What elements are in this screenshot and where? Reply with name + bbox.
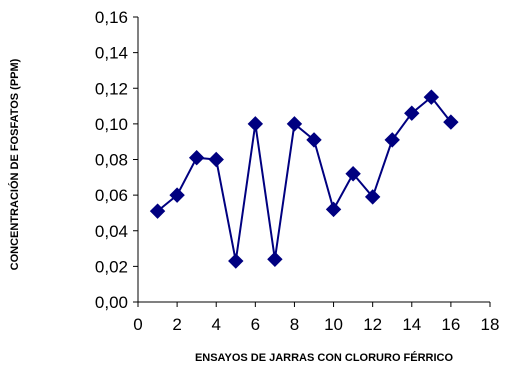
x-tick-label: 10 — [324, 315, 343, 334]
data-point-marker — [306, 132, 322, 148]
y-axis-title-group: CONCENTRACIÓN DE FOSFATOS (PPM) — [8, 58, 21, 270]
data-point-marker — [404, 105, 420, 121]
x-tick-label: 18 — [481, 315, 500, 334]
y-tick-label: 0,00 — [95, 293, 128, 312]
x-tick-label: 6 — [251, 315, 260, 334]
series-line — [156, 95, 452, 262]
data-point-marker — [188, 150, 205, 166]
data-point-marker — [345, 166, 361, 182]
x-tick-label: 8 — [290, 315, 299, 334]
data-point-marker — [286, 116, 303, 132]
y-tick-label: 0,08 — [95, 151, 128, 170]
data-point-marker — [267, 251, 283, 267]
data-point-marker — [247, 116, 264, 132]
y-tick-label: 0,10 — [95, 115, 128, 134]
data-point-marker — [325, 201, 342, 218]
x-tick-label: 4 — [211, 315, 220, 334]
x-axis-title: ENSAYOS DE JARRAS CON CLORURO FÉRRICO — [195, 351, 454, 364]
x-tick-label: 12 — [363, 315, 382, 334]
y-tick-label: 0,04 — [95, 222, 128, 241]
data-point-marker — [169, 187, 185, 203]
y-tick-label: 0,14 — [95, 44, 128, 63]
y-axis-title: CONCENTRACIÓN DE FOSFATOS (PPM) — [8, 58, 21, 270]
data-point-marker — [149, 203, 166, 219]
data-point-marker — [384, 132, 400, 148]
y-tick-label: 0,16 — [95, 8, 128, 27]
data-point-marker — [364, 189, 381, 205]
x-tick-label: 14 — [402, 315, 421, 334]
data-point-marker — [423, 89, 440, 105]
y-tick-label: 0,12 — [95, 79, 128, 98]
series-group — [149, 89, 459, 269]
data-point-marker — [443, 114, 459, 130]
x-tick-label: 16 — [441, 315, 460, 334]
x-tick-label: 0 — [133, 315, 142, 334]
data-point-marker — [208, 151, 224, 168]
y-tick-label: 0,06 — [95, 186, 128, 205]
y-axis-ticks: 0,00 0,02 0,04 0,06 0,08 0,10 0,12 0,14 0,16 — [95, 8, 138, 312]
x-axis-ticks: 0 2 4 6 8 10 12 14 16 18 — [133, 302, 499, 334]
y-tick-label: 0,02 — [95, 257, 128, 276]
x-tick-label: 2 — [172, 315, 181, 334]
data-point-marker — [228, 253, 244, 269]
